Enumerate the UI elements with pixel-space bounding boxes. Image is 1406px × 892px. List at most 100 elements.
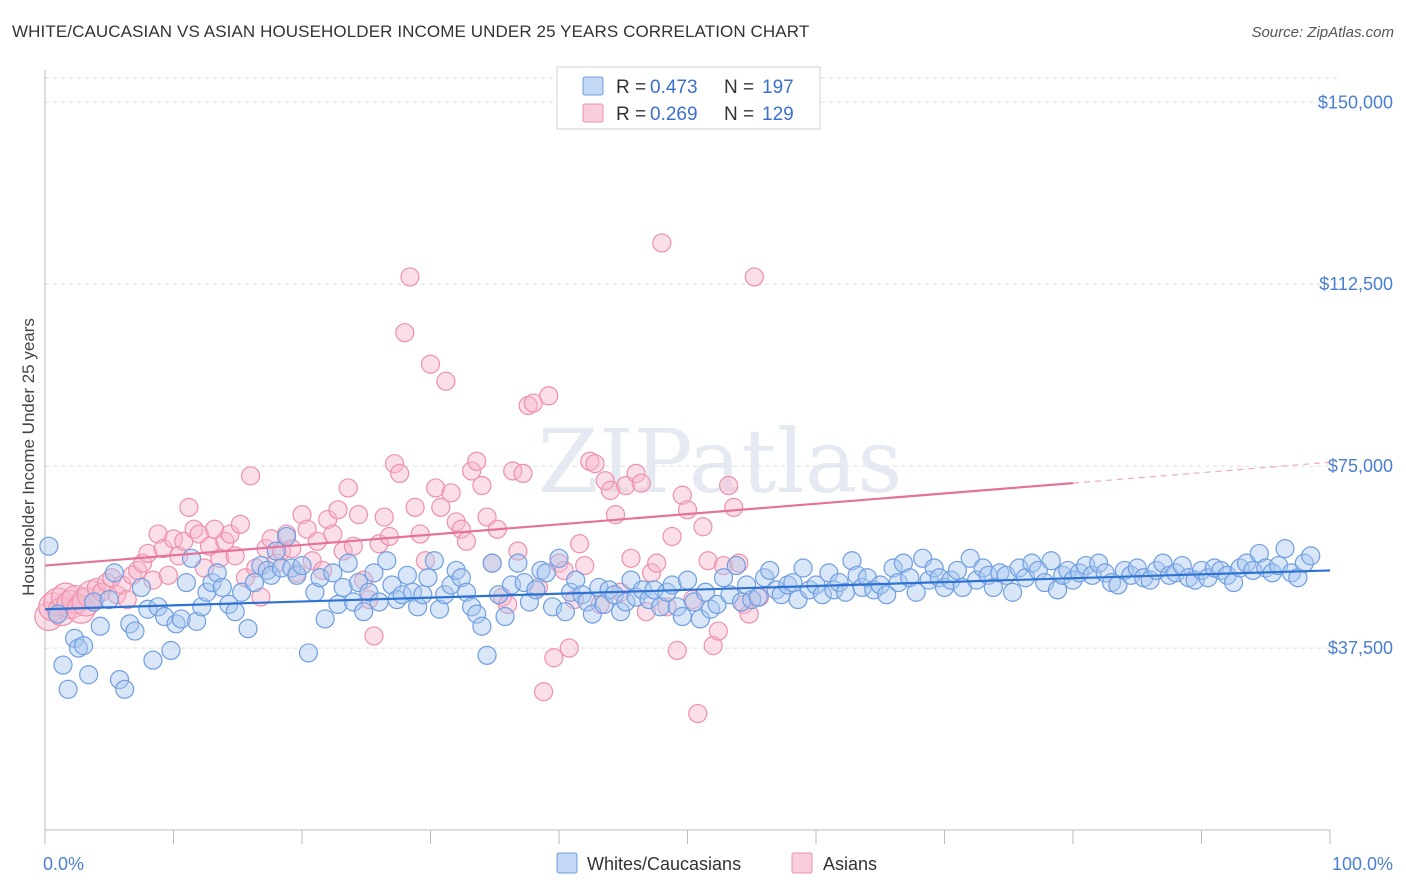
- x-tick-label-start: 0.0%: [43, 854, 84, 874]
- whites-point: [154, 606, 175, 627]
- asians-point: [467, 451, 487, 471]
- whites-point: [677, 570, 698, 590]
- whites-point: [287, 565, 307, 585]
- whites-point: [79, 665, 99, 685]
- whites-point: [611, 602, 631, 622]
- asians-point: [307, 531, 328, 551]
- y-tick-label: $37,500: [1328, 638, 1393, 658]
- whites-point: [261, 565, 281, 585]
- whites-trend-line: [44, 569, 1331, 611]
- legend-r-label-0: R =: [616, 77, 646, 98]
- whites-point: [526, 580, 546, 600]
- whites-point: [377, 551, 397, 571]
- whites-point: [397, 565, 417, 585]
- asians-point: [657, 597, 677, 617]
- asians-point: [348, 505, 369, 525]
- asians-point: [703, 636, 723, 656]
- whites-point: [1089, 553, 1109, 573]
- whites-point: [343, 592, 363, 612]
- whites-point: [829, 572, 849, 593]
- asians-point: [462, 461, 482, 481]
- whites-point: [53, 655, 73, 675]
- whites-point: [212, 577, 232, 598]
- whites-point: [495, 606, 515, 627]
- asians-point: [621, 548, 641, 568]
- series-legend-label-asians: Asians: [823, 854, 877, 874]
- whites-point: [555, 602, 576, 622]
- asians-point: [318, 509, 338, 530]
- asians-point: [518, 395, 538, 416]
- asians-trend-extension: [1072, 461, 1331, 484]
- whites-point: [413, 585, 433, 605]
- whites-point: [604, 585, 624, 605]
- whites-point: [104, 563, 124, 583]
- asians-point: [539, 386, 559, 406]
- asians-point: [390, 463, 410, 484]
- whites-point: [690, 609, 710, 629]
- asians-point: [647, 553, 667, 573]
- whites-point: [364, 563, 384, 583]
- source-label: Source: ZipAtlas.com: [1251, 24, 1394, 41]
- asians-point: [585, 454, 605, 474]
- asians-point: [400, 267, 420, 287]
- asians-point: [158, 565, 178, 585]
- whites-point: [1022, 553, 1042, 573]
- asians-point: [302, 551, 322, 571]
- asians-point: [230, 514, 250, 534]
- stats-legend: R = 0.473 N = 197 R = 0.269 N = 129: [556, 66, 821, 130]
- asians-point: [148, 524, 168, 544]
- asians-point: [559, 638, 579, 658]
- asians-trend-line: [44, 482, 1074, 567]
- whites-point: [429, 599, 450, 619]
- asians-point: [384, 454, 405, 474]
- whites-point: [73, 636, 94, 656]
- whites-point: [424, 551, 444, 571]
- whites-point: [276, 526, 297, 547]
- asians-point: [354, 570, 374, 590]
- asians-point: [420, 354, 441, 374]
- asians-point: [744, 267, 764, 287]
- asians-point: [662, 526, 682, 547]
- whites-point: [90, 616, 110, 636]
- whites-point: [382, 575, 402, 595]
- whites-point: [84, 592, 104, 612]
- x-tick-label-end: 100.0%: [1332, 854, 1393, 874]
- whites-point: [508, 553, 528, 573]
- asians-point: [364, 626, 384, 646]
- whites-point: [1041, 551, 1061, 571]
- asians-point: [677, 500, 698, 520]
- whites-point: [369, 592, 389, 612]
- asians-point: [292, 505, 312, 525]
- whites-point: [482, 553, 502, 573]
- whites-point: [672, 606, 692, 627]
- asians-point: [688, 703, 708, 724]
- asians-point: [672, 485, 692, 505]
- whites-point: [202, 572, 222, 593]
- asians-point: [636, 602, 656, 622]
- asians-point: [143, 570, 163, 590]
- whites-point: [435, 585, 455, 605]
- whites-point: [292, 555, 312, 576]
- whites-point: [187, 611, 207, 631]
- asians-point: [513, 463, 533, 484]
- whites-point: [748, 587, 768, 607]
- asians-point: [693, 517, 713, 537]
- whites-point: [58, 679, 78, 699]
- legend-r-label-1: R =: [616, 104, 646, 125]
- whites-point: [536, 563, 556, 583]
- asians-point: [600, 480, 621, 500]
- whites-point: [323, 563, 343, 583]
- asians-point: [641, 563, 662, 583]
- whites-point: [131, 577, 151, 598]
- asians-point: [153, 539, 173, 559]
- asians-point: [739, 604, 759, 624]
- whites-point: [842, 551, 862, 571]
- asians-point: [569, 534, 590, 554]
- whites-point: [244, 572, 265, 593]
- whites-point: [197, 582, 217, 602]
- asians-point: [91, 582, 112, 602]
- whites-point: [441, 575, 461, 595]
- whites-point: [99, 589, 119, 610]
- whites-point: [451, 568, 471, 588]
- asians-point: [112, 575, 132, 595]
